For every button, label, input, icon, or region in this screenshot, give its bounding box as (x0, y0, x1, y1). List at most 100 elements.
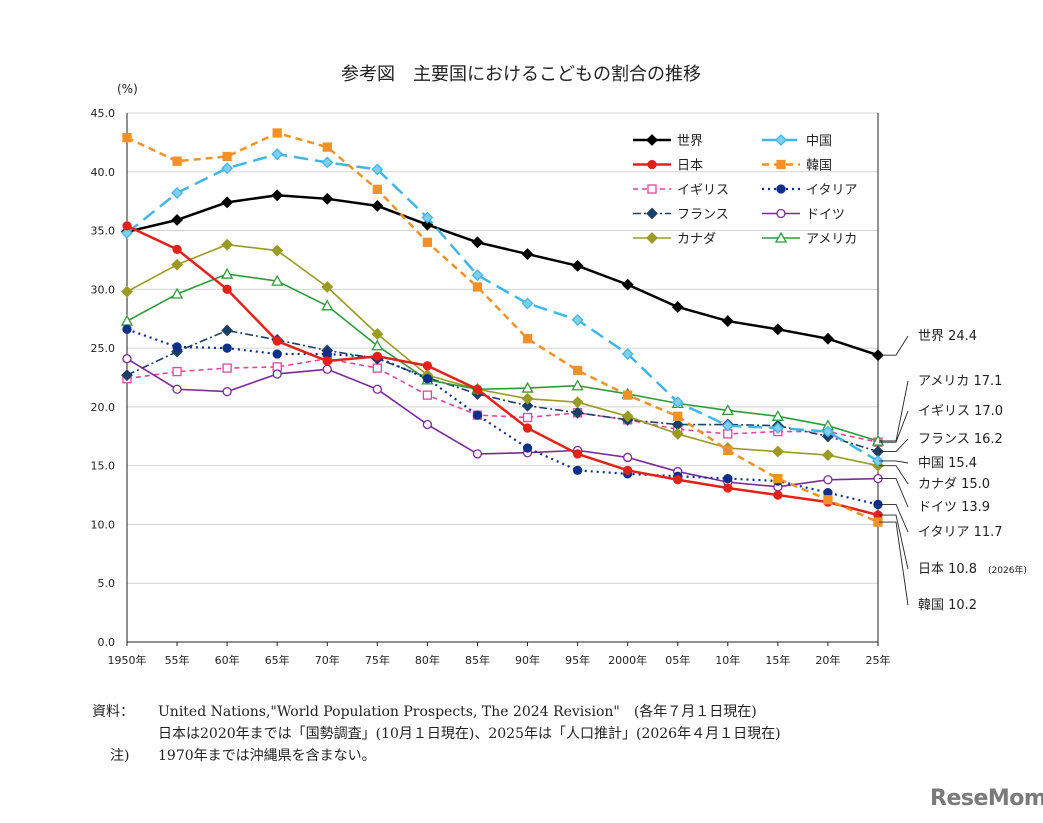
data-point (272, 369, 282, 379)
data-point (221, 162, 234, 175)
y-tick-label: 20.0 (91, 401, 116, 414)
data-point (371, 199, 384, 212)
series-世界 (121, 189, 884, 362)
x-tick-label: 1950年 (108, 653, 147, 667)
data-point (671, 396, 684, 409)
data-point (571, 396, 584, 409)
data-point (322, 142, 332, 152)
x-tick-label: 95年 (565, 653, 590, 667)
end-label-text: ドイツ 13.9 (918, 500, 990, 515)
data-point (472, 410, 483, 420)
data-point (773, 490, 783, 500)
legend-marker (646, 232, 658, 244)
legend-marker (776, 208, 786, 219)
data-point (472, 449, 483, 459)
series-line (126, 224, 879, 517)
data-point (571, 313, 584, 326)
data-point (122, 324, 132, 334)
series-アメリカ (120, 267, 885, 446)
data-point (822, 449, 834, 462)
legend-label: イギリス (677, 183, 729, 198)
source-line-1: United Nations,"World Population Prospec… (158, 704, 757, 720)
data-point (721, 404, 734, 416)
end-label-ドイツ: ドイツ 13.9 (879, 478, 990, 515)
data-point (221, 238, 234, 251)
leader-line (879, 438, 909, 453)
data-point (571, 379, 584, 391)
data-point (221, 267, 234, 279)
data-point (322, 356, 332, 366)
y-tick-label: 35.0 (91, 225, 116, 238)
data-point (372, 363, 382, 373)
note-line: 1970年までは沖縄県を含まない。 (158, 748, 376, 764)
data-point (723, 473, 733, 484)
x-tick-label: 05年 (665, 653, 690, 667)
data-point (822, 332, 834, 345)
series-イタリア (122, 324, 883, 510)
data-point (472, 282, 483, 292)
data-point (222, 284, 232, 294)
y-tick-label: 30.0 (91, 283, 116, 296)
legend-label: カナダ (677, 232, 716, 247)
data-point (822, 425, 834, 438)
x-tick-label: 85年 (465, 653, 490, 667)
end-label-イタリア: イタリア 11.7 (879, 504, 1003, 540)
data-point (222, 363, 232, 373)
data-point (521, 381, 534, 393)
data-point (172, 156, 182, 166)
data-point (521, 399, 534, 412)
data-point (372, 384, 382, 394)
y-tick-label: 5.0 (98, 577, 116, 590)
data-point (372, 184, 382, 195)
data-point (872, 455, 884, 467)
data-point (871, 434, 885, 446)
series-line (126, 194, 879, 357)
leader-line (879, 465, 909, 485)
x-tick-label: 65年 (265, 653, 290, 667)
watermark-logo: ReseMom (930, 786, 1043, 811)
end-label-text: イタリア 11.7 (918, 525, 1003, 540)
data-point (572, 449, 583, 459)
end-label-中国: 中国 15.4 (879, 456, 977, 471)
legend-label: ドイツ (806, 208, 845, 223)
y-tick-label: 40.0 (91, 166, 116, 179)
data-point (371, 163, 384, 176)
data-point (371, 328, 384, 340)
y-tick-label: 15.0 (91, 460, 116, 473)
end-label-イギリス: イギリス 17.0 (879, 404, 1003, 443)
end-label-世界: 世界 24.4 (879, 329, 977, 356)
end-label-note: (2026年) (988, 564, 1027, 576)
data-point (823, 475, 833, 485)
data-point (321, 299, 334, 311)
y-tick-label: 25.0 (91, 342, 116, 355)
x-tick-label: 75年 (365, 653, 390, 667)
data-point (623, 452, 633, 463)
data-point (422, 361, 433, 371)
end-label-text: イギリス 17.0 (918, 404, 1003, 419)
data-point (471, 236, 484, 249)
leader-line (879, 521, 909, 606)
data-point (771, 323, 784, 336)
data-point (522, 412, 533, 423)
leader-line (879, 504, 909, 533)
source-row: 資料： United Nations,"World Population Pros… (92, 701, 781, 723)
legend-marker (646, 207, 658, 220)
data-point (673, 475, 683, 485)
data-point (571, 406, 584, 419)
y-tick-label: 10.0 (91, 518, 116, 531)
data-point (122, 354, 132, 364)
legend-label: 世界 (677, 134, 703, 149)
data-point (221, 324, 234, 337)
end-label-カナダ: カナダ 15.0 (879, 465, 990, 492)
end-label-text: フランス 16.2 (918, 432, 1003, 447)
data-point (170, 287, 184, 299)
data-point (771, 409, 784, 421)
chart-notes: 資料： United Nations,"World Population Pros… (92, 701, 781, 767)
data-point (773, 473, 783, 484)
data-point (522, 334, 533, 344)
data-point (471, 269, 484, 282)
data-point (271, 148, 284, 161)
x-tick-label: 25年 (866, 653, 891, 667)
line-chart: 参考図 主要国におけるこどもの割合の推移 (%) 0.0 5.0 10.0 15.0 2… (91, 64, 1027, 667)
data-point (172, 342, 182, 352)
